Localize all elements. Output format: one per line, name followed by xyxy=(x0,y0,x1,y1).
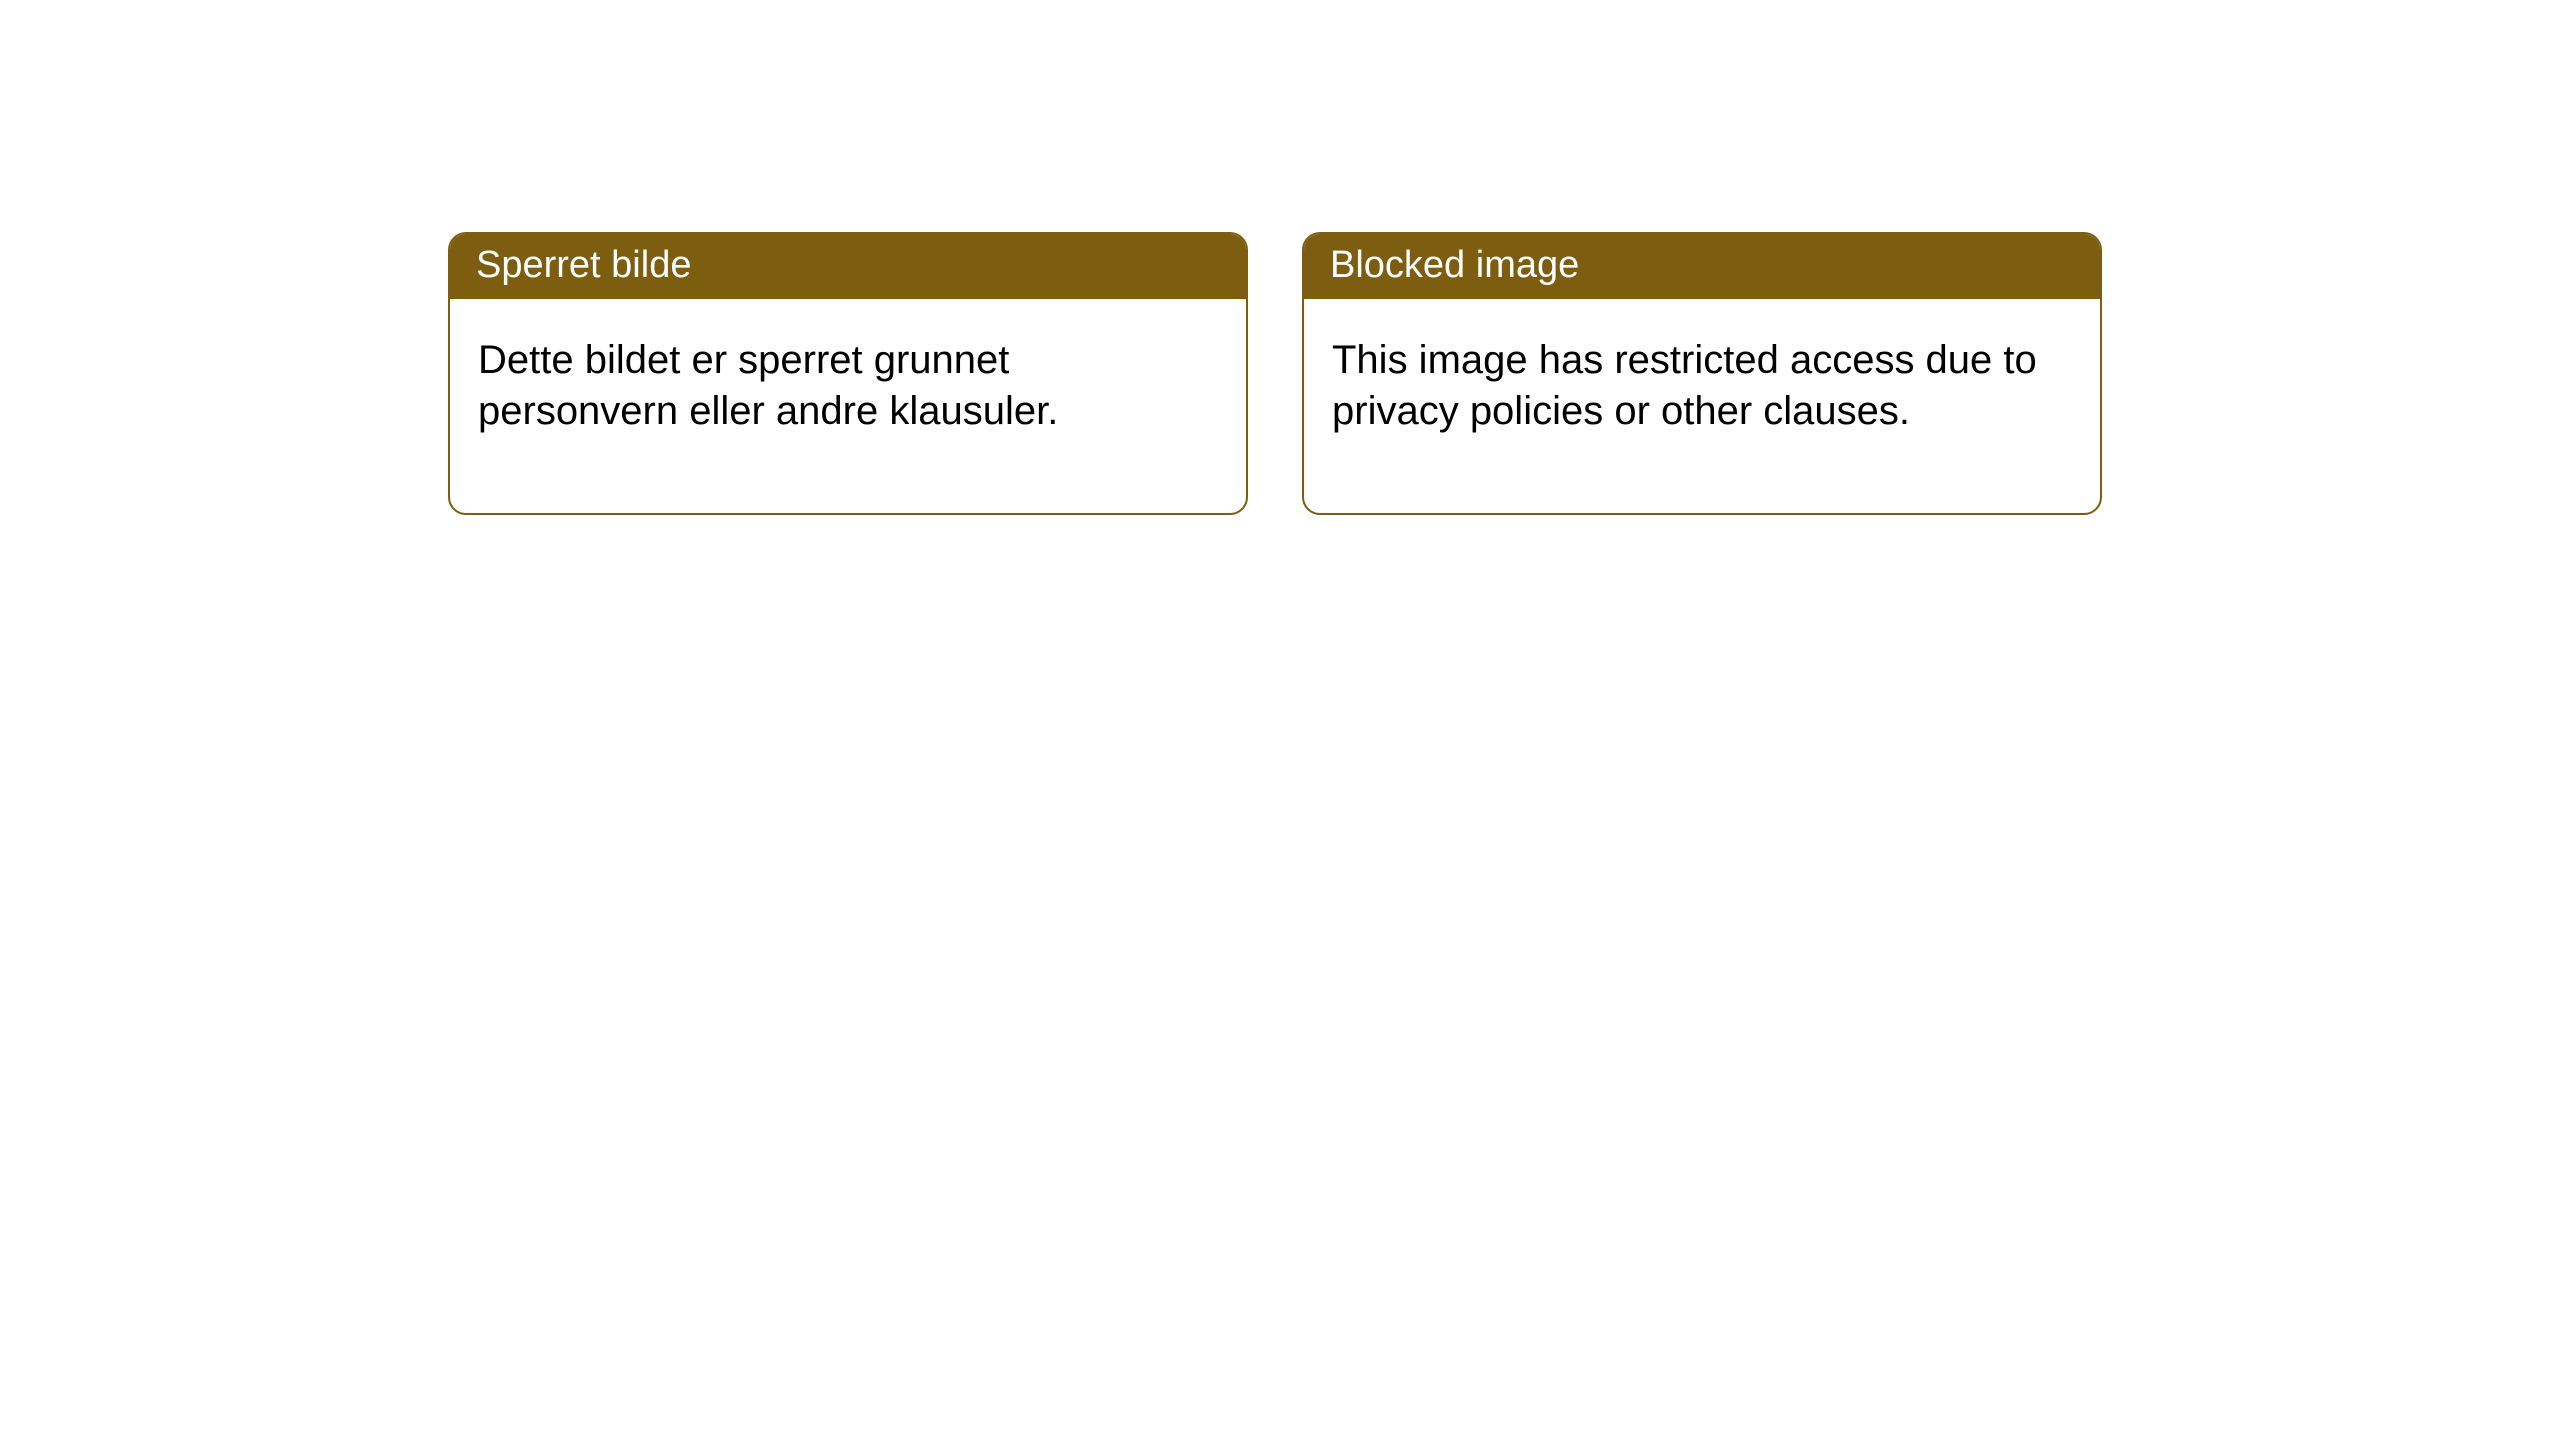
notices-container: Sperret bilde Dette bildet er sperret gr… xyxy=(0,0,2560,515)
notice-card-norwegian: Sperret bilde Dette bildet er sperret gr… xyxy=(448,232,1248,515)
notice-body: This image has restricted access due to … xyxy=(1304,299,2100,513)
notice-header: Blocked image xyxy=(1304,234,2100,299)
notice-body: Dette bildet er sperret grunnet personve… xyxy=(450,299,1246,513)
notice-card-english: Blocked image This image has restricted … xyxy=(1302,232,2102,515)
notice-header: Sperret bilde xyxy=(450,234,1246,299)
